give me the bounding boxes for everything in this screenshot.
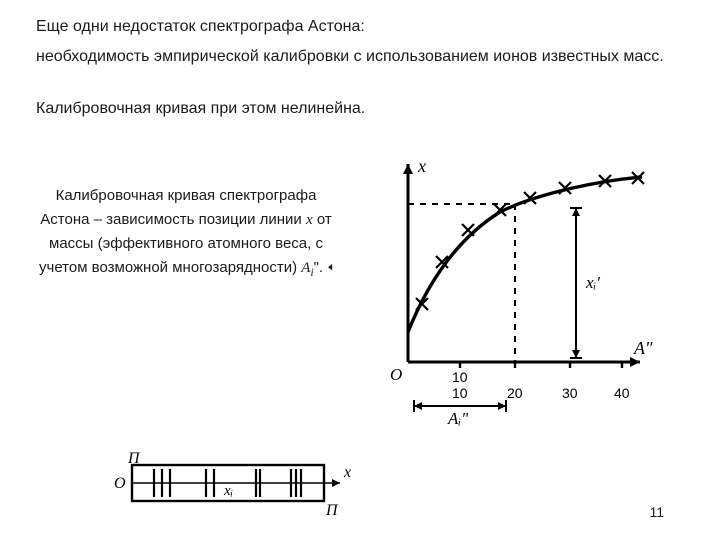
svg-text:П: П [325, 502, 339, 519]
svg-text:O: O [114, 475, 126, 492]
paragraph-1: Еще одни недостаток спектрографа Астона: [36, 18, 684, 36]
svg-text:x: x [417, 156, 426, 176]
spectrum-strip-diagram: OППxxᵢ [96, 449, 356, 519]
paragraph-2: необходимость эмпирической калибровки с … [36, 44, 684, 70]
svg-text:40: 40 [614, 385, 630, 401]
page-number: 11 [649, 504, 664, 520]
svg-text:xᵢ: xᵢ [223, 483, 233, 499]
figure-caption: Калибровочная кривая спектрографа Астона… [36, 152, 336, 282]
svg-text:10: 10 [452, 385, 468, 401]
paragraph-3: Калибровочная кривая при этом нелинейна. [36, 100, 684, 118]
svg-text:П: П [127, 450, 141, 467]
svg-text:20: 20 [507, 385, 523, 401]
svg-text:x: x [343, 464, 351, 481]
svg-text:xᵢ′: xᵢ′ [585, 273, 600, 292]
svg-text:O: O [390, 365, 402, 384]
svg-text:A″: A″ [633, 338, 653, 358]
svg-text:10: 10 [452, 369, 468, 385]
calibration-curve-chart: x A″ O 1010 20 30 40 Aᵢ" xᵢ′ [360, 152, 660, 432]
svg-text:Aᵢ": Aᵢ" [447, 409, 469, 428]
svg-text:30: 30 [562, 385, 578, 401]
